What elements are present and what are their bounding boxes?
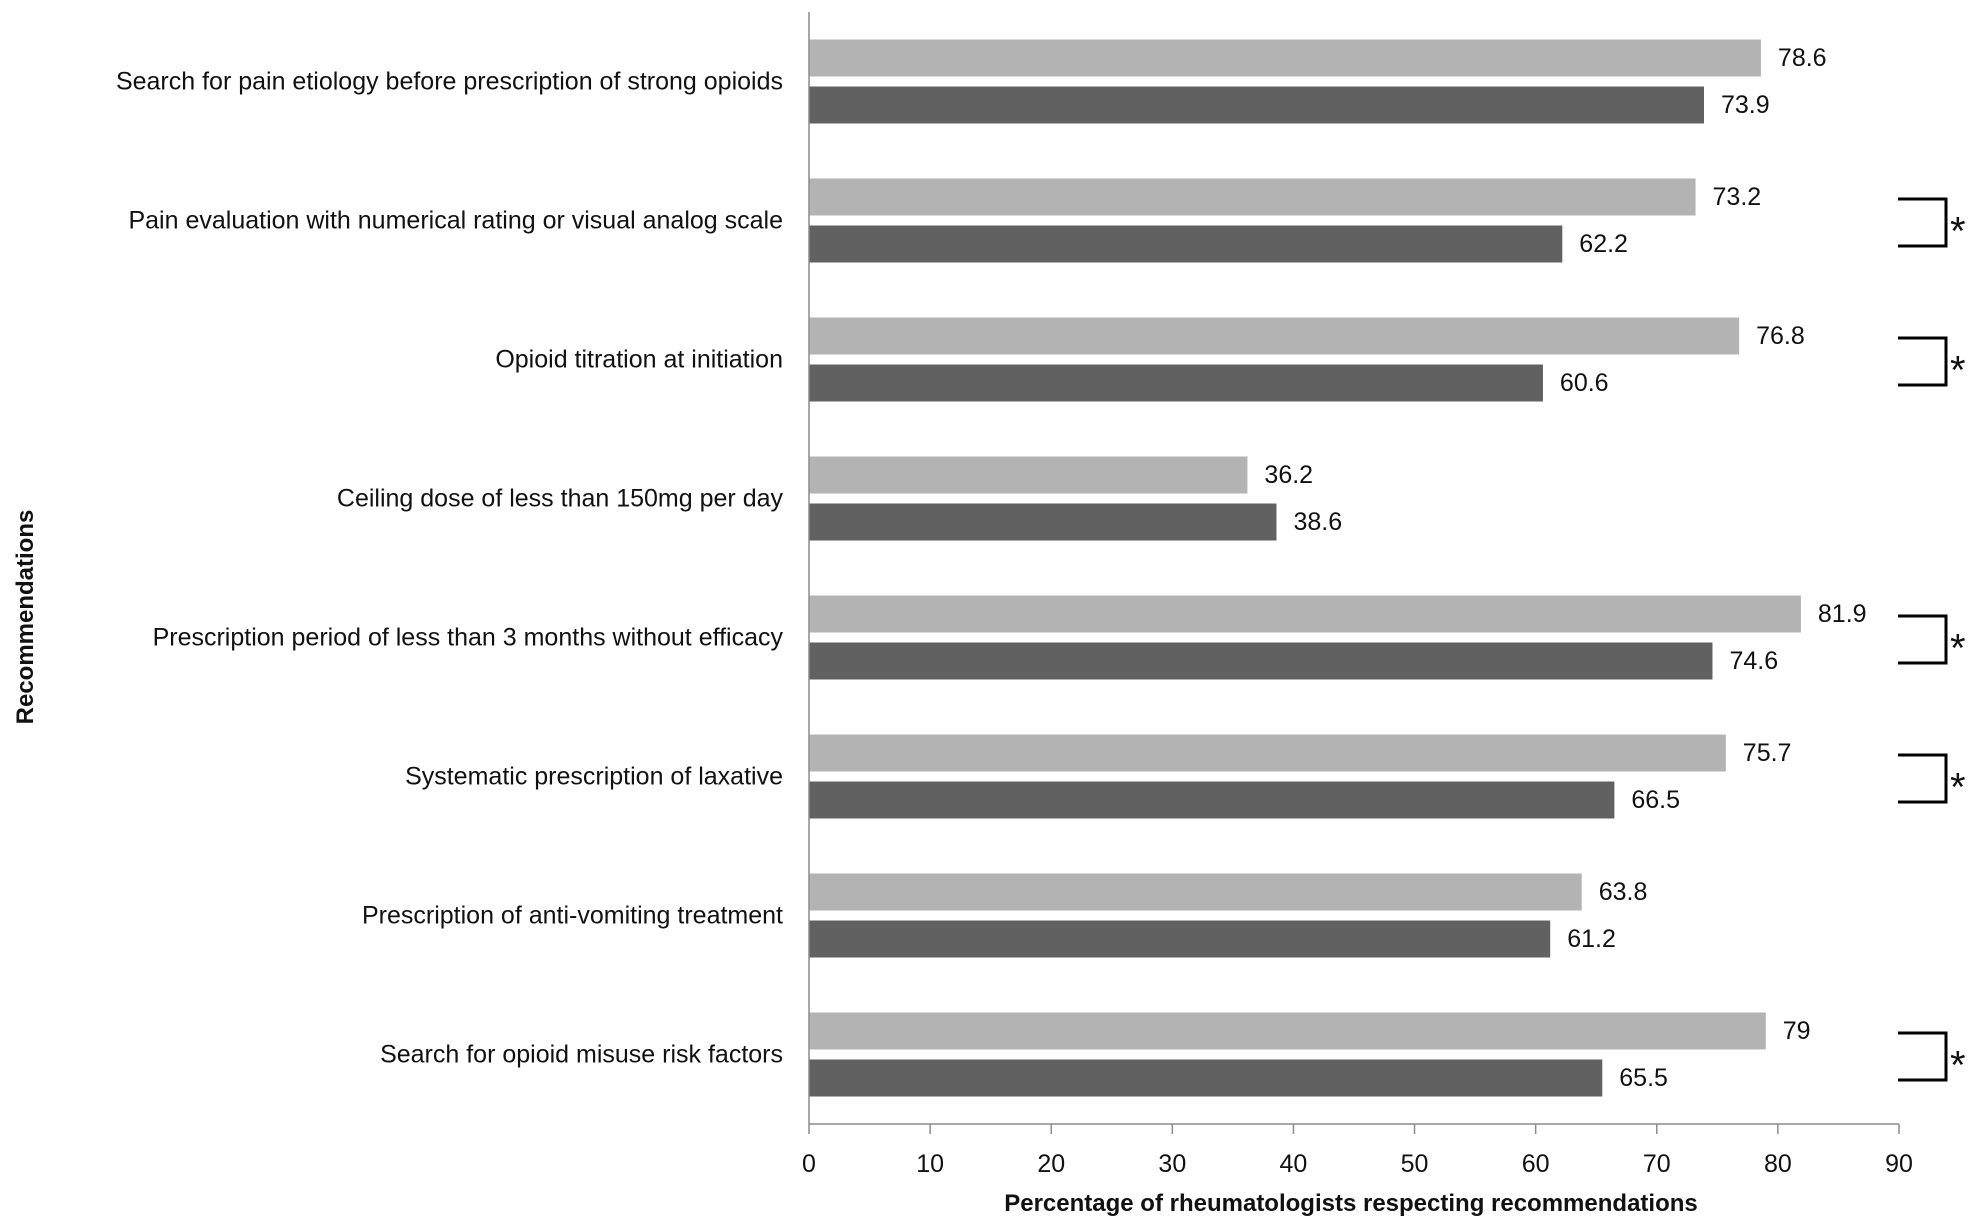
x-tick-label: 0 [802,1150,816,1178]
bar [809,86,1705,124]
category-labels-layer: Search for pain etiology before prescrip… [116,68,784,1069]
bar [809,1012,1766,1050]
x-ticks-layer: 0 10 20 30 40 50 60 70 80 90 [802,1124,1913,1178]
category-label: Pain evaluation with numerical rating or… [128,207,783,235]
x-tick-label: 90 [1885,1150,1913,1178]
y-axis-title: Recommendations [12,510,39,725]
value-label: 36.2 [1264,461,1313,489]
value-label: 65.5 [1619,1064,1668,1092]
bar [809,781,1615,819]
x-tick-label: 30 [1158,1150,1186,1178]
x-axis-title: Percentage of rheumatologists respecting… [1004,1190,1698,1217]
x-tick-label: 10 [916,1150,944,1178]
bar [809,873,1582,911]
category-label: Prescription of anti-vomiting treatment [362,902,783,930]
category-label: Search for pain etiology before prescrip… [116,68,783,96]
x-tick-label: 50 [1401,1150,1429,1178]
category-label: Ceiling dose of less than 150mg per day [337,485,784,513]
value-label: 63.8 [1599,878,1648,906]
significance-layer: * * * * * [1898,197,1966,1088]
x-tick-label: 20 [1037,1150,1065,1178]
x-tick-label: 80 [1764,1150,1792,1178]
value-label: 66.5 [1631,786,1680,814]
value-label: 61.2 [1567,925,1616,953]
bar [809,595,1801,633]
value-labels-layer: 78.6 73.9 73.2 62.2 76.8 60.6 36.2 38.6 81.9 74.6… [1264,44,1866,1092]
value-label: 79 [1783,1017,1811,1045]
value-label: 73.2 [1713,183,1762,211]
value-label: 73.9 [1721,91,1770,119]
significance-marker: * [1950,1044,1966,1088]
x-tick-label: 70 [1643,1150,1671,1178]
value-label: 75.7 [1743,739,1792,767]
value-label: 74.6 [1729,647,1778,675]
significance-marker: * [1950,766,1966,810]
bar [809,503,1277,541]
value-label: 62.2 [1579,230,1628,258]
bar [809,1059,1603,1097]
bar [809,920,1551,958]
x-tick-label: 60 [1522,1150,1550,1178]
significance-bracket [1898,197,1948,248]
category-label: Opioid titration at initiation [495,346,783,374]
significance-bracket [1898,336,1948,387]
bar [809,642,1713,680]
significance-marker: * [1950,627,1966,671]
value-label: 38.6 [1293,508,1342,536]
x-tick-label: 40 [1280,1150,1308,1178]
bar [809,364,1543,402]
significance-bracket [1898,753,1948,804]
value-label: 78.6 [1778,44,1827,72]
value-label: 60.6 [1560,369,1609,397]
bar [809,39,1761,77]
category-label: Prescription period of less than 3 month… [153,624,784,652]
significance-bracket [1898,614,1948,665]
bar [809,734,1726,772]
bar [809,456,1248,494]
category-label: Systematic prescription of laxative [405,763,783,791]
axes-layer [808,12,1899,1125]
significance-bracket [1898,1031,1948,1082]
significance-marker: * [1950,349,1966,393]
value-label: 76.8 [1756,322,1805,350]
category-label: Search for opioid misuse risk factors [380,1041,783,1069]
bar [809,225,1563,263]
bar [809,317,1740,355]
significance-marker: * [1950,210,1966,254]
bar [809,178,1696,216]
bars-layer [809,39,1801,1097]
value-label: 81.9 [1818,600,1867,628]
